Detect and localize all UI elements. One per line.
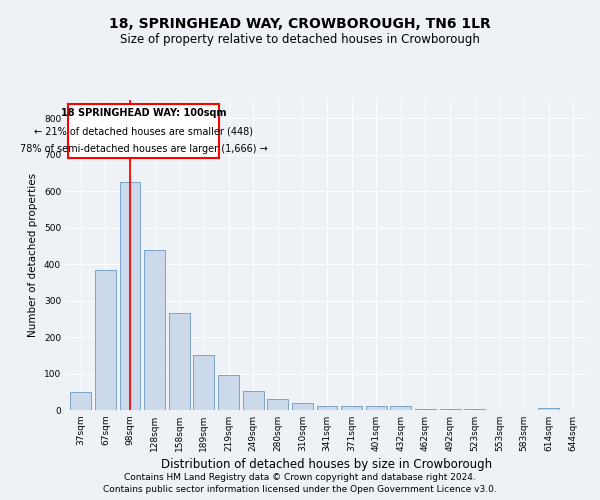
Bar — [169, 314, 190, 410]
Bar — [267, 399, 288, 410]
Bar — [70, 392, 91, 410]
Y-axis label: Number of detached properties: Number of detached properties — [28, 173, 38, 337]
FancyBboxPatch shape — [68, 104, 218, 158]
Text: 78% of semi-detached houses are larger (1,666) →: 78% of semi-detached houses are larger (… — [20, 144, 268, 154]
Text: Contains public sector information licensed under the Open Government Licence v3: Contains public sector information licen… — [103, 484, 497, 494]
Bar — [464, 409, 485, 410]
Text: Size of property relative to detached houses in Crowborough: Size of property relative to detached ho… — [120, 32, 480, 46]
X-axis label: Distribution of detached houses by size in Crowborough: Distribution of detached houses by size … — [161, 458, 493, 471]
Bar — [218, 374, 239, 410]
Text: 18, SPRINGHEAD WAY, CROWBOROUGH, TN6 1LR: 18, SPRINGHEAD WAY, CROWBOROUGH, TN6 1LR — [109, 18, 491, 32]
Bar — [415, 409, 436, 410]
Bar — [144, 250, 165, 410]
Bar — [242, 391, 263, 410]
Bar — [391, 406, 412, 410]
Bar — [95, 270, 116, 410]
Bar — [341, 406, 362, 410]
Bar — [366, 406, 387, 410]
Bar — [119, 182, 140, 410]
Text: 18 SPRINGHEAD WAY: 100sqm: 18 SPRINGHEAD WAY: 100sqm — [61, 108, 226, 118]
Bar — [292, 402, 313, 410]
Bar — [538, 408, 559, 410]
Text: Contains HM Land Registry data © Crown copyright and database right 2024.: Contains HM Land Registry data © Crown c… — [124, 473, 476, 482]
Bar — [440, 409, 461, 410]
Text: ← 21% of detached houses are smaller (448): ← 21% of detached houses are smaller (44… — [34, 126, 253, 136]
Bar — [193, 354, 214, 410]
Bar — [317, 406, 337, 410]
